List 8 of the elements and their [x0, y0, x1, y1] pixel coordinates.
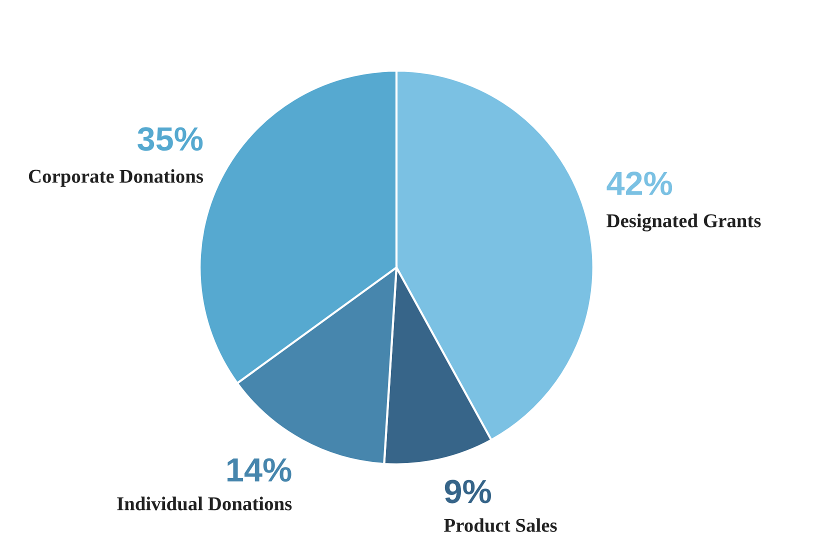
slice-label: Corporate Donations: [28, 169, 204, 187]
slice-label: Product Sales: [444, 518, 557, 532]
data-label: 42%: [606, 172, 672, 196]
data-label: 14%: [228, 458, 292, 482]
data-label: 35%: [138, 127, 203, 151]
slice-label: Individual Donations: [117, 496, 292, 510]
slice-label: Designated Grants: [606, 214, 761, 232]
data-label: 9%: [444, 480, 492, 504]
